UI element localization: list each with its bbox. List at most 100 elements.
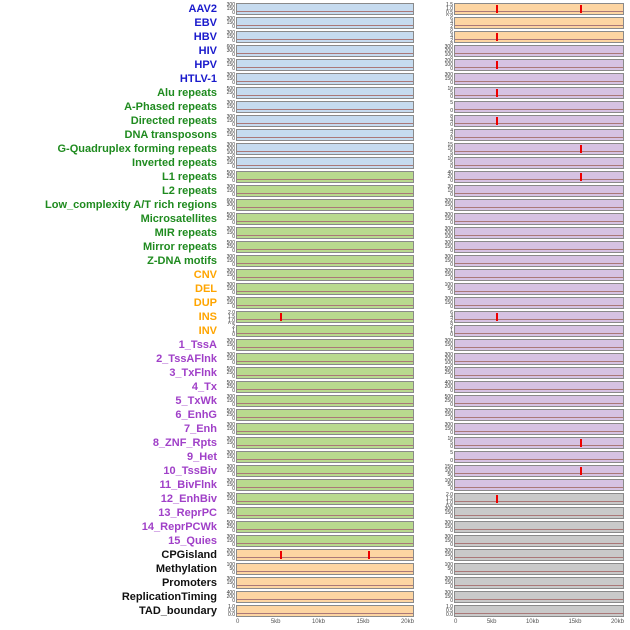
y-tick-label: 300 xyxy=(226,58,235,64)
y-tick-label: 0 xyxy=(232,136,235,142)
y-tick-label: 8 xyxy=(450,114,453,120)
x-axis-spacer xyxy=(0,618,222,630)
signal-baseline xyxy=(455,277,623,278)
y-tick-label: 0 xyxy=(450,220,453,226)
y-tick-label: 0 xyxy=(232,458,235,464)
row-label: 5_TxWk xyxy=(175,395,217,407)
signal-baseline xyxy=(237,585,413,586)
y-axis-ticks: 600 300 0 xyxy=(222,44,236,58)
figure-row: Alu repeats 500 250 0 10 5 0 xyxy=(0,86,630,100)
right-panel xyxy=(454,87,624,99)
y-tick-label: 0 xyxy=(232,542,235,548)
y-axis-ticks: 300 150 0 xyxy=(222,226,236,240)
right-panel xyxy=(454,171,624,183)
y-tick-label: 0 xyxy=(232,248,235,254)
y-axis-ticks: 300 150 0 xyxy=(222,254,236,268)
y-tick-label: 300 xyxy=(444,226,453,232)
signal-baseline xyxy=(455,389,623,390)
row-label: DEL xyxy=(195,283,217,295)
signal-baseline xyxy=(455,459,623,460)
signal-baseline xyxy=(455,207,623,208)
left-panel xyxy=(236,241,414,253)
y-axis-ticks: 3002001000 xyxy=(222,142,236,157)
left-panel xyxy=(236,339,414,351)
right-panel xyxy=(454,437,624,449)
y-tick-label: 0 xyxy=(450,332,453,338)
left-panel xyxy=(236,493,414,505)
y-tick-label: 100 xyxy=(444,478,453,484)
signal-baseline xyxy=(455,249,623,250)
y-tick-label: 10 xyxy=(447,146,453,152)
y-tick-label: 0 xyxy=(232,52,235,58)
y-axis-ticks: 150100500 xyxy=(414,464,454,479)
right-panel xyxy=(454,311,624,323)
signal-baseline xyxy=(237,529,413,530)
signal-baseline xyxy=(455,81,623,82)
signal-spike xyxy=(580,439,582,447)
signal-baseline xyxy=(455,39,623,40)
y-tick-label: 2 xyxy=(450,132,453,138)
row-label: L1 repeats xyxy=(161,171,217,183)
y-tick-label: 0 xyxy=(450,477,453,479)
left-panel xyxy=(236,465,414,477)
left-panel xyxy=(236,73,414,85)
y-tick-label: 0 xyxy=(450,323,453,325)
y-axis-ticks: 300 150 0 xyxy=(414,268,454,282)
signal-baseline xyxy=(455,193,623,194)
y-tick-label: 300 xyxy=(444,296,453,302)
y-tick-label: 200 xyxy=(226,548,235,554)
y-axis-ticks: 300 150 0 xyxy=(414,296,454,310)
signal-baseline xyxy=(455,235,623,236)
y-tick-label: 0 xyxy=(232,192,235,198)
figure-row: Z-DNA motifs 300 150 0 300 150 0 xyxy=(0,254,630,268)
y-axis-ticks: 300 150 0 xyxy=(414,520,454,534)
y-tick-label: 300 xyxy=(226,492,235,498)
y-tick-label: 0 xyxy=(232,220,235,226)
y-axis-ticks: 6420 xyxy=(414,310,454,325)
y-tick-label: 300 xyxy=(226,268,235,274)
y-tick-label: 150 xyxy=(226,160,235,166)
y-tick-label: 4 xyxy=(450,34,453,40)
y-axis-ticks: 30 15 0 xyxy=(414,184,454,198)
y-tick-label: 500 xyxy=(226,520,235,526)
y-tick-label: 150 xyxy=(226,426,235,432)
y-axis-ticks: 151050 xyxy=(414,142,454,157)
signal-baseline xyxy=(237,193,413,194)
y-tick-label: 150 xyxy=(226,104,235,110)
figure-row: Methylation 100 50 0 100 50 0 xyxy=(0,562,630,576)
row-label: Mirror repeats xyxy=(143,241,217,253)
signal-spike xyxy=(368,551,370,559)
y-tick-label: 150 xyxy=(226,118,235,124)
y-axis-ticks: 10 5 0 xyxy=(414,86,454,100)
right-panel xyxy=(454,101,624,113)
y-tick-label: 0 xyxy=(450,122,453,128)
left-panel xyxy=(236,549,414,561)
signal-baseline xyxy=(237,81,413,82)
y-tick-label: 0 xyxy=(450,598,453,604)
y-tick-label: 0 xyxy=(450,542,453,548)
y-axis-ticks: 300 150 0 xyxy=(222,506,236,520)
y-tick-label: 300 xyxy=(444,548,453,554)
y-tick-label: 0 xyxy=(450,94,453,100)
left-panel xyxy=(236,437,414,449)
y-tick-label: 0 xyxy=(232,122,235,128)
y-tick-label: 0 xyxy=(232,66,235,72)
y-tick-label: 300 xyxy=(226,202,235,208)
y-tick-label: 0 xyxy=(232,570,235,576)
row-label: 1_TssA xyxy=(178,339,217,351)
y-tick-label: 0 xyxy=(450,486,453,492)
y-tick-label: 2.0 xyxy=(228,310,235,316)
right-panel xyxy=(454,73,624,85)
y-tick-label: 0 xyxy=(232,38,235,44)
y-tick-label: 0.0 xyxy=(446,15,453,17)
y-tick-label: 150 xyxy=(444,412,453,418)
y-tick-label: 150 xyxy=(226,258,235,264)
y-tick-label: 250 xyxy=(226,524,235,530)
y-tick-label: 300 xyxy=(226,338,235,344)
signal-baseline xyxy=(237,53,413,54)
signal-baseline xyxy=(237,403,413,404)
left-panel xyxy=(236,535,414,547)
left-panel xyxy=(236,171,414,183)
signal-baseline xyxy=(237,599,413,600)
